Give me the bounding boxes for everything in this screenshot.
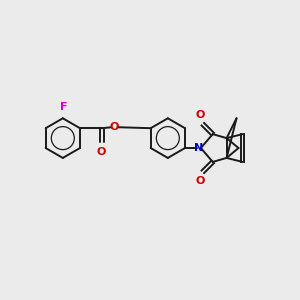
Text: N: N (194, 143, 203, 153)
Text: O: O (195, 110, 205, 120)
Text: F: F (60, 102, 68, 112)
Text: O: O (96, 147, 106, 157)
Text: O: O (110, 122, 119, 132)
Text: O: O (195, 176, 205, 186)
